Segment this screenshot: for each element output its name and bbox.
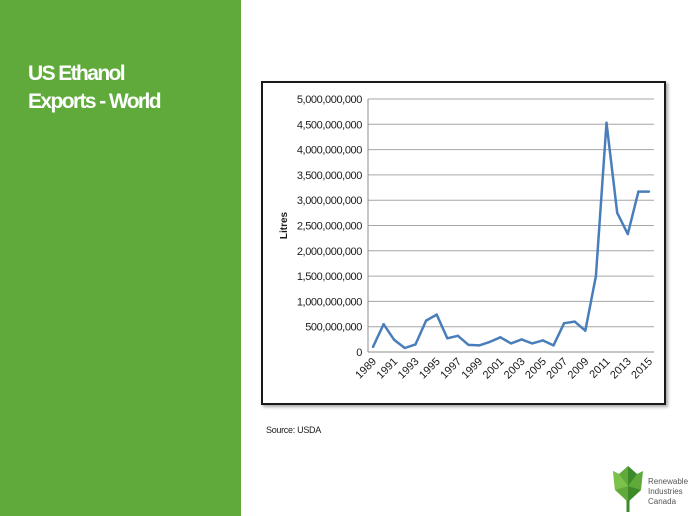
x-tick-label: 2003 <box>502 356 528 382</box>
data-point <box>573 320 576 323</box>
data-point <box>424 319 428 322</box>
y-tick-label: 3,000,000,000 <box>297 195 362 207</box>
sidebar-panel <box>0 0 241 516</box>
x-tick-label: 2015 <box>629 356 655 382</box>
data-point <box>456 334 460 338</box>
data-point <box>615 211 619 215</box>
data-point <box>647 190 651 193</box>
y-tick-label: 1,000,000,000 <box>297 296 362 308</box>
data-point <box>637 190 640 193</box>
logo-line2: Industries <box>648 487 683 496</box>
slide-title-line1: US Ethanol <box>28 62 126 85</box>
data-point <box>414 343 417 346</box>
x-tick-label: 2011 <box>587 356 612 381</box>
x-tick-label: 2013 <box>608 356 634 382</box>
x-tick-label: 2001 <box>481 356 507 382</box>
data-point <box>446 337 449 340</box>
x-tick-label: 1995 <box>417 356 443 382</box>
y-tick-label: 0 <box>356 347 362 359</box>
data-point <box>435 313 438 316</box>
y-tick-label: 4,500,000,000 <box>297 119 362 131</box>
x-tick-label: 2005 <box>523 356 549 382</box>
chart-frame: 0 500,000,000 1,000,000,000 1,500,000,000 2,… <box>261 81 666 405</box>
data-point <box>594 274 598 278</box>
slide-title-line2: Exports - World <box>28 90 162 113</box>
slide-title: US Ethanol Exports - World <box>28 60 233 116</box>
x-tick-label: 1993 <box>396 356 422 382</box>
x-tick-label: 1989 <box>353 356 379 382</box>
x-tick-label: 1997 <box>438 356 464 382</box>
y-tick-label: 3,500,000,000 <box>297 170 362 182</box>
source-note: Source: USDA <box>266 425 321 435</box>
data-point <box>509 342 513 345</box>
series-line <box>371 121 649 350</box>
data-point <box>382 322 385 326</box>
y-tick-label: 4,000,000,000 <box>297 145 362 157</box>
y-axis-label: Litres <box>279 211 290 239</box>
data-point <box>605 121 608 124</box>
data-point <box>562 321 566 325</box>
logo-line3: Canada <box>648 497 677 506</box>
data-point <box>371 345 375 349</box>
data-point <box>499 336 502 339</box>
y-tick-label: 500,000,000 <box>305 322 362 334</box>
data-point <box>541 339 545 342</box>
data-point <box>520 338 523 341</box>
data-point <box>531 342 534 345</box>
data-point <box>393 338 396 342</box>
y-tick-label: 5,000,000,000 <box>297 94 362 106</box>
logo-text: Renewable Industries Canada <box>648 477 688 507</box>
data-point <box>584 329 587 332</box>
line-chart: 0 500,000,000 1,000,000,000 1,500,000,000 2,… <box>279 94 655 382</box>
y-tick-label: 2,500,000,000 <box>297 221 362 233</box>
x-tick-label: 1991 <box>375 356 401 382</box>
y-tick-label: 1,500,000,000 <box>297 271 362 283</box>
x-tick-label: 1999 <box>459 356 485 382</box>
y-tick-label: 2,000,000,000 <box>297 246 362 258</box>
data-point <box>467 343 470 347</box>
data-point <box>552 344 555 347</box>
data-point <box>403 346 407 350</box>
x-tick-label: 2009 <box>566 356 592 382</box>
data-point <box>488 340 491 344</box>
logo-line1: Renewable <box>648 477 688 486</box>
x-tick-label: 2007 <box>544 356 570 382</box>
data-point <box>626 232 629 236</box>
maple-leaf-icon <box>613 466 643 512</box>
data-point <box>477 344 481 347</box>
